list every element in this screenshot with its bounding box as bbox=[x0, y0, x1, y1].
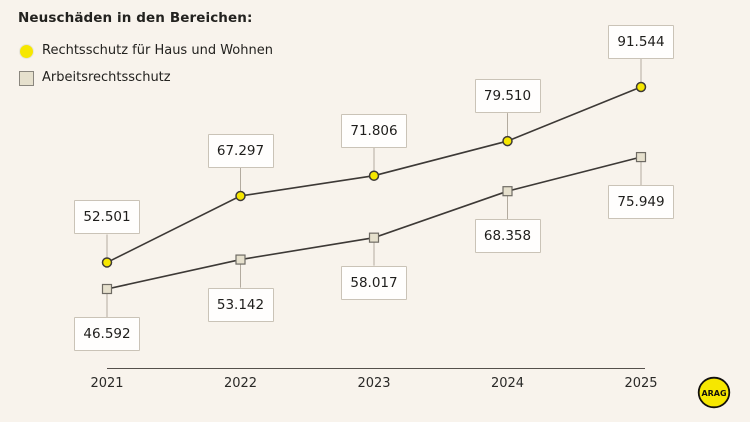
arag-logo-circle bbox=[697, 376, 731, 409]
arag-logo-text: ARAG bbox=[701, 389, 726, 398]
data-point-circle bbox=[101, 257, 113, 268]
data-point-circle bbox=[235, 190, 246, 202]
legend-item-rechtsschutz-haus-wohnen: Rechtsschutz für Haus und Wohnen bbox=[19, 43, 273, 59]
legend-circle-marker-icon bbox=[19, 43, 34, 59]
legend-item-arbeitsrechtsschutz: Arbeitsrechtsschutz bbox=[19, 70, 171, 86]
data-point-square bbox=[368, 232, 380, 243]
legend-label-rechtsschutz-haus-wohnen: Rechtsschutz für Haus und Wohnen bbox=[42, 43, 273, 58]
data-point-circle bbox=[368, 170, 380, 181]
arag-logo: ARAG bbox=[697, 376, 731, 409]
data-point-square bbox=[635, 151, 647, 163]
chart-title: Neuschäden in den Bereichen: bbox=[18, 10, 253, 26]
data-point-circle bbox=[502, 135, 513, 147]
legend-square-marker-icon bbox=[19, 70, 34, 86]
data-point-circle bbox=[635, 81, 647, 93]
data-point-square bbox=[502, 186, 513, 197]
legend-label-arbeitsrechtsschutz: Arbeitsrechtsschutz bbox=[42, 70, 171, 85]
data-point-square bbox=[235, 254, 246, 265]
data-point-square bbox=[101, 283, 113, 295]
